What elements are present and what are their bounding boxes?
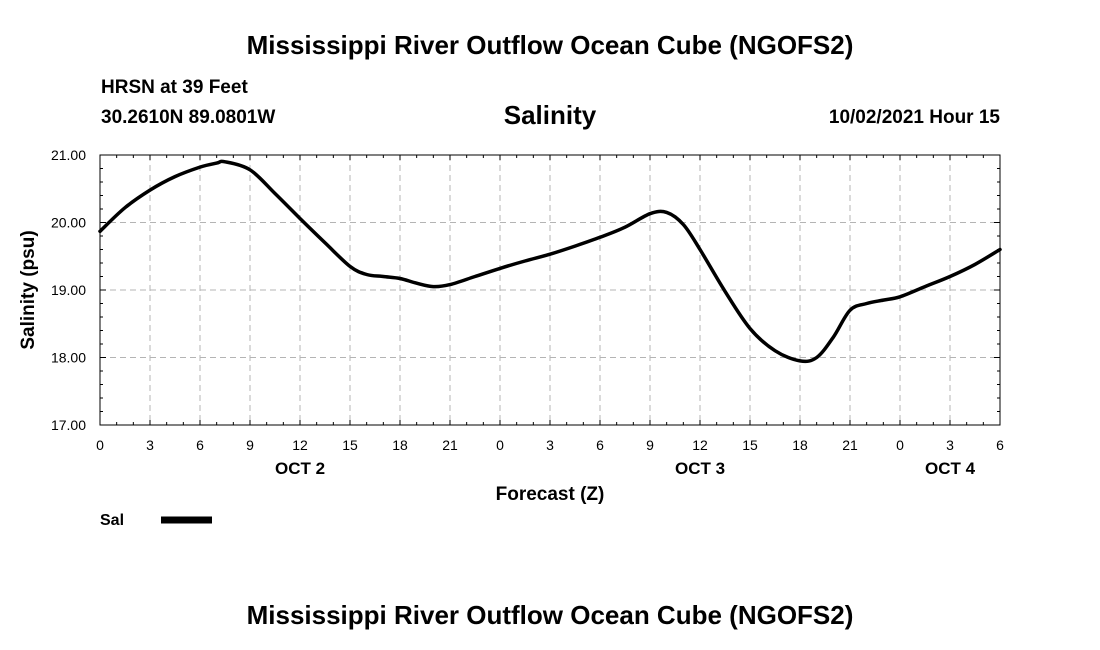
x-tick-label: 15 [342,437,358,453]
x-tick-label: 6 [996,437,1004,453]
datetime-label: 10/02/2021 Hour 15 [828,107,1000,128]
y-tick-label: 18.00 [51,350,86,366]
x-tick-label: 3 [546,437,554,453]
x-tick-label: 18 [392,437,408,453]
day-label: OCT 4 [925,459,976,478]
chart-title-bottom: Mississippi River Outflow Ocean Cube (NG… [246,600,854,630]
x-tick-label: 21 [442,437,458,453]
x-tick-label: 9 [646,437,654,453]
legend-label: Sal [100,512,124,529]
y-tick-label: 19.00 [51,282,86,298]
chart-title-top: Mississippi River Outflow Ocean Cube (NG… [246,30,854,60]
x-tick-label: 15 [742,437,758,453]
series-line-sal [98,159,1002,364]
station-label: HRSN at 39 Feet [101,77,248,98]
coordinates-label: 30.2610N 89.0801W [101,107,276,128]
y-axis-title: Salinity (psu) [18,230,39,349]
x-tick-label: 6 [596,437,604,453]
grid-layer [100,155,1000,425]
x-tick-label: 21 [842,437,858,453]
day-label: OCT 3 [675,459,725,478]
x-tick-label: 6 [196,437,204,453]
x-tick-label: 0 [496,437,504,453]
x-tick-label: 12 [692,437,708,453]
y-tick-label: 21.00 [51,147,86,163]
y-tick-label: 20.00 [51,215,86,231]
legend-layer: Sal [100,512,212,529]
variable-title: Salinity [503,100,597,130]
x-tick-label: 3 [146,437,154,453]
x-tick-label: 0 [96,437,104,453]
plot-frame [99,154,1001,426]
x-tick-label: 3 [946,437,954,453]
salinity-chart: 0 3 6 9 12 15 18 21 0 3 6 9 12 15 18 21 0 3 6 17.00 18.00 19.… [18,147,1004,529]
axis-layer: 0 3 6 9 12 15 18 21 0 3 6 9 12 15 18 21 0 3 6 17.00 18.00 19.… [18,147,1004,505]
day-label: OCT 2 [275,459,325,478]
x-tick-label: 9 [246,437,254,453]
x-axis-title: Forecast (Z) [496,484,605,505]
y-tick-label: 17.00 [51,417,86,433]
x-tick-label: 12 [292,437,308,453]
x-tick-label: 0 [896,437,904,453]
x-tick-label: 18 [792,437,808,453]
series-layer [98,159,1002,364]
